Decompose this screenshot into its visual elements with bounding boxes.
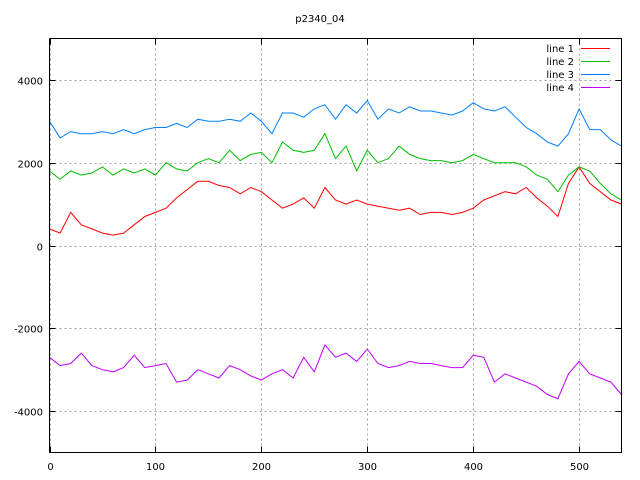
grid — [49, 38, 622, 453]
series-lines — [49, 99, 622, 400]
x-tick-label: 0 — [47, 462, 53, 473]
y-tick-label: 2000 — [18, 160, 43, 171]
series-line-2 — [49, 132, 622, 201]
x-tick-label: 300 — [358, 462, 377, 473]
series-line-3 — [49, 99, 622, 147]
y-tick-label: 4000 — [18, 77, 43, 88]
legend-label: line 1 — [546, 44, 574, 55]
plot-border — [49, 38, 622, 453]
legend-label: line 2 — [546, 57, 574, 68]
y-tick-label: -4000 — [14, 408, 43, 419]
x-tick-label: 200 — [252, 462, 271, 473]
y-tick-label: -2000 — [14, 325, 43, 336]
series-line-4 — [49, 343, 622, 400]
series-line-1 — [49, 165, 622, 236]
legend-label: line 4 — [546, 83, 574, 94]
legend: line 1 line 2 line 3 line 4 — [546, 44, 610, 94]
y-tick-label: 0 — [37, 243, 43, 254]
x-tick-label: 100 — [146, 462, 165, 473]
x-tick-label: 400 — [464, 462, 483, 473]
axis-ticks: -4000 -2000 0 2000 4000 0 100 200 300 400 500 — [14, 38, 622, 473]
x-tick-label: 500 — [570, 462, 589, 473]
legend-label: line 3 — [546, 70, 574, 81]
chart-title: p2340_04 — [295, 14, 345, 25]
